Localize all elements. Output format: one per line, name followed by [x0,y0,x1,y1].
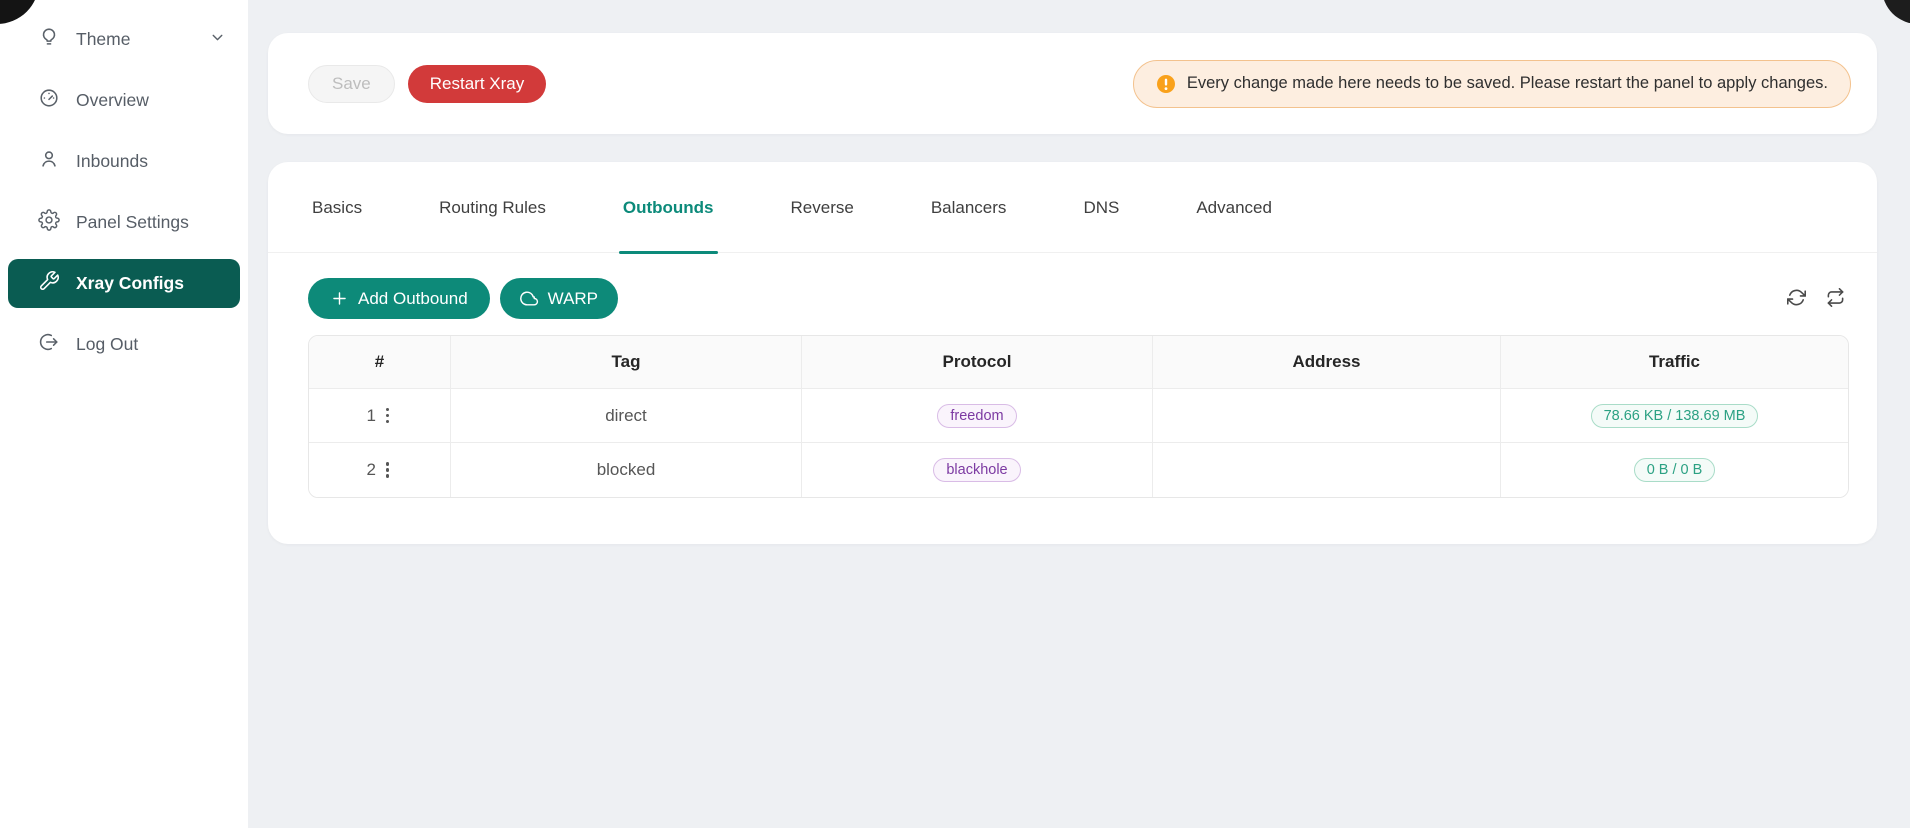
user-icon [38,148,60,175]
column-header-protocol: Protocol [802,336,1153,389]
outbounds-table-wrap: # Tag Protocol Address Traffic 1 [308,335,1849,498]
sidebar-item-label: Log Out [76,334,139,354]
config-tabs: Basics Routing Rules Outbounds Reverse B… [268,162,1877,254]
outbounds-actions: Add Outbound WARP [308,278,1847,319]
tag-cell: direct [451,389,802,443]
table-row: 2 blocked blackhole 0 B / 0 B [309,443,1848,497]
address-cell [1153,389,1501,443]
column-header-traffic: Traffic [1501,336,1848,389]
sidebar-item-theme[interactable]: Theme [8,15,240,64]
column-header-index: # [309,336,451,389]
sidebar-item-label: Panel Settings [76,212,189,232]
restart-xray-button[interactable]: Restart Xray [407,64,547,103]
sidebar-item-label: Xray Configs [76,273,184,293]
sidebar-item-log-out[interactable]: Log Out [8,320,240,369]
address-cell [1153,443,1501,497]
tab-basics[interactable]: Basics [312,197,363,217]
tag-cell: blocked [451,443,802,497]
save-button[interactable]: Save [308,64,395,103]
protocol-badge: freedom [937,403,1017,428]
column-header-address: Address [1153,336,1501,389]
wrench-icon [38,270,60,297]
sidebar: Theme Overview Inbounds [0,0,248,828]
warp-label: WARP [547,288,599,308]
warp-button[interactable]: WARP [499,278,619,319]
chevron-down-icon [209,29,226,51]
cloud-icon [519,289,539,308]
sidebar-item-label: Theme [76,29,131,49]
plus-icon [330,289,349,308]
tab-outbounds[interactable]: Outbounds [618,162,718,254]
traffic-badge: 78.66 KB / 138.69 MB [1590,403,1759,428]
table-row: 1 direct freedom 78.66 KB / 138.69 MB [309,389,1848,443]
main-content: Save Restart Xray Every change made here… [248,0,1910,828]
sidebar-item-inbounds[interactable]: Inbounds [8,137,240,186]
more-icon[interactable] [383,459,393,481]
column-header-tag: Tag [451,336,802,389]
gear-icon [38,209,60,236]
sidebar-item-overview[interactable]: Overview [8,76,240,125]
alert-text: Every change made here needs to be saved… [1186,74,1828,92]
logout-icon [38,331,60,358]
more-icon[interactable] [383,405,393,427]
sidebar-item-label: Inbounds [76,151,149,171]
add-outbound-label: Add Outbound [358,288,468,308]
lightbulb-icon [38,26,60,53]
refresh-icon[interactable] [1785,286,1808,312]
outbounds-table: # Tag Protocol Address Traffic 1 [308,335,1849,498]
sidebar-item-label: Overview [76,90,149,110]
sidebar-item-panel-settings[interactable]: Panel Settings [8,198,240,247]
traffic-badge: 0 B / 0 B [1633,458,1716,482]
tab-balancers[interactable]: Balancers [930,197,1007,217]
sidebar-item-xray-configs[interactable]: Xray Configs [8,259,240,308]
repeat-icon[interactable] [1824,286,1847,312]
row-index: 2 [366,460,376,479]
unsaved-changes-alert: Every change made here needs to be saved… [1132,59,1851,108]
protocol-badge: blackhole [933,458,1021,482]
warning-icon [1156,74,1176,94]
tab-routing-rules[interactable]: Routing Rules [439,197,546,217]
row-index: 1 [366,405,376,425]
xray-configs-card: Basics Routing Rules Outbounds Reverse B… [268,162,1877,544]
tab-dns[interactable]: DNS [1083,197,1120,217]
tab-reverse[interactable]: Reverse [790,197,854,217]
add-outbound-button[interactable]: Add Outbound [308,278,490,319]
dashboard-icon [38,87,60,114]
tab-advanced[interactable]: Advanced [1196,197,1272,217]
table-header-row: # Tag Protocol Address Traffic [309,336,1848,389]
toolbar-card: Save Restart Xray Every change made here… [268,33,1877,134]
